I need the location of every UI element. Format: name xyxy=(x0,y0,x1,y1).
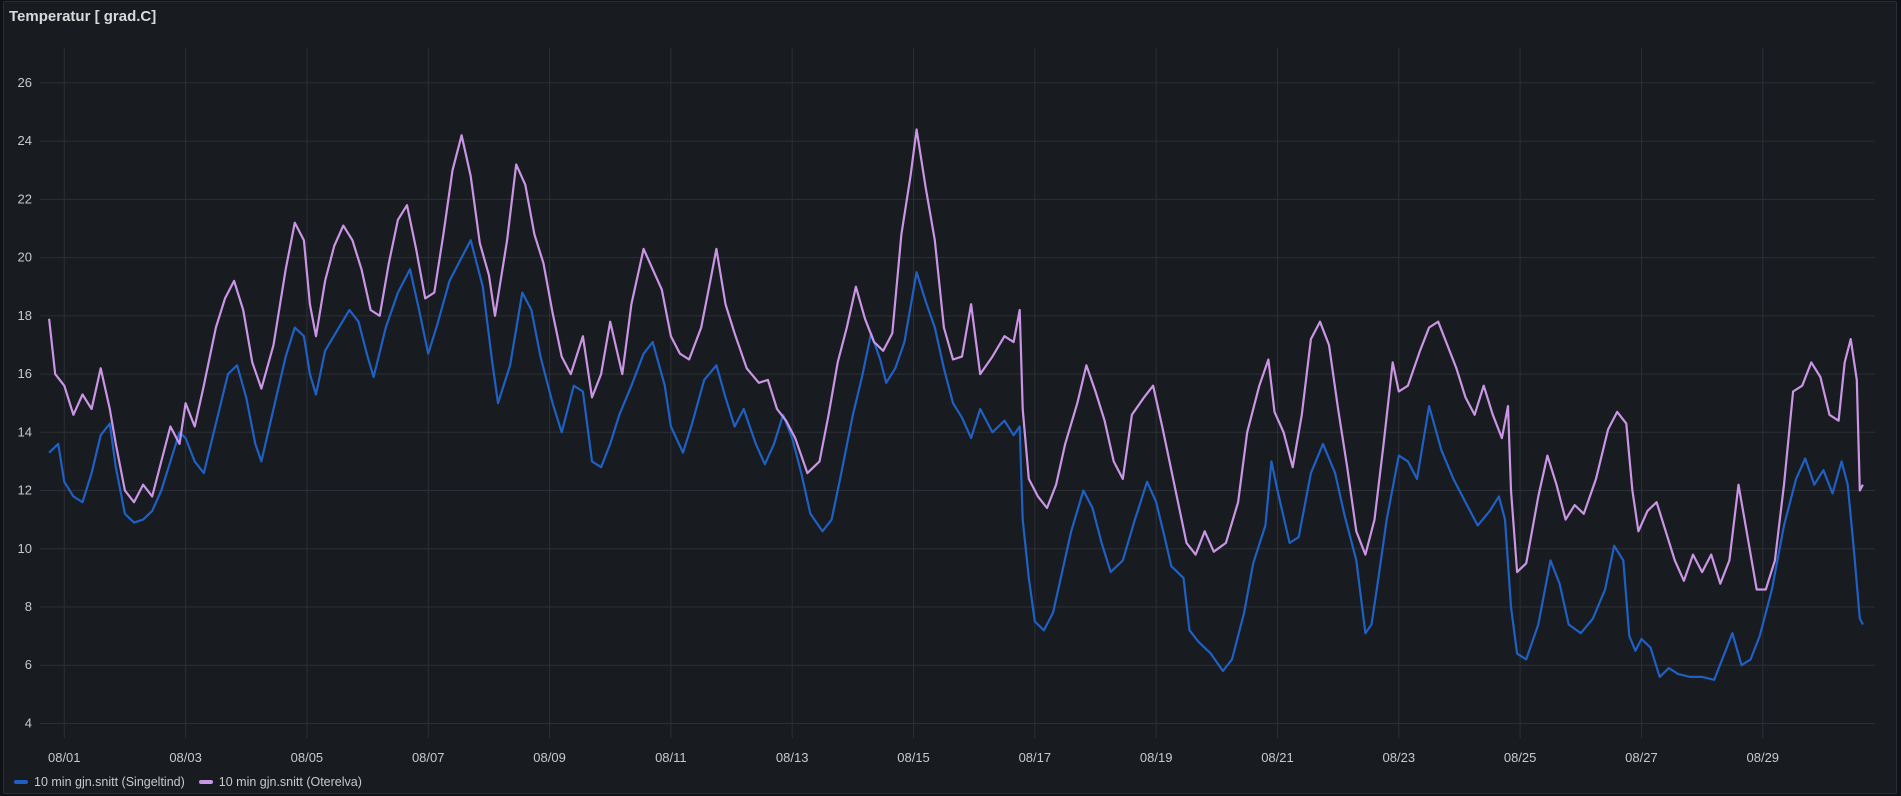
y-tick-label: 10 xyxy=(18,541,32,556)
y-tick-label: 22 xyxy=(18,191,32,206)
x-tick-label: 08/25 xyxy=(1504,750,1537,765)
y-tick-label: 26 xyxy=(18,75,32,90)
y-tick-label: 20 xyxy=(18,250,32,265)
x-tick-label: 08/11 xyxy=(655,750,687,765)
series-line-1[interactable] xyxy=(48,128,1864,591)
x-axis-ticks: 08/01 08/03 08/05 08/07 08/09 08/11 08/13 08/15… xyxy=(48,750,1779,765)
chart-panel xyxy=(3,1,1897,794)
y-tick-label: 14 xyxy=(18,424,32,439)
panel-title: Temperatur [ grad.C] xyxy=(9,8,157,25)
x-tick-label: 08/05 xyxy=(291,750,324,765)
legend-label: 10 min gjn.snitt (Oterelva) xyxy=(218,775,362,789)
x-tick-label: 08/27 xyxy=(1625,750,1658,765)
x-tick-label: 08/01 xyxy=(48,750,81,765)
x-tick-label: 08/13 xyxy=(776,750,809,765)
x-tick-label: 08/07 xyxy=(412,750,445,765)
y-tick-label: 6 xyxy=(25,657,32,672)
y-tick-label: 8 xyxy=(25,599,32,614)
y-tick-label: 24 xyxy=(18,133,32,148)
x-tick-label: 08/29 xyxy=(1747,750,1780,765)
y-tick-label: 12 xyxy=(18,483,32,498)
y-tick-label: 4 xyxy=(25,715,32,730)
y-tick-label: 16 xyxy=(18,366,32,381)
x-tick-label: 08/19 xyxy=(1140,750,1173,765)
legend-item-oterelva[interactable]: 10 min gjn.snitt (Oterelva) xyxy=(198,775,362,789)
legend: 10 min gjn.snitt (Singeltind) 10 min gjn… xyxy=(14,775,362,789)
series-line-0[interactable] xyxy=(48,239,1864,681)
x-tick-label: 08/03 xyxy=(169,750,202,765)
legend-swatch xyxy=(198,780,213,784)
legend-item-singeltind[interactable]: 10 min gjn.snitt (Singeltind) xyxy=(14,775,185,789)
legend-swatch xyxy=(14,780,28,784)
x-tick-label: 08/23 xyxy=(1383,750,1416,765)
grid-lines xyxy=(40,48,1875,738)
x-tick-label: 08/17 xyxy=(1019,750,1052,765)
x-tick-label: 08/09 xyxy=(533,750,566,765)
y-axis-ticks: 4 6 8 10 12 14 16 18 20 22 24 26 xyxy=(18,75,32,731)
y-tick-label: 18 xyxy=(18,308,32,323)
x-tick-label: 08/21 xyxy=(1261,750,1294,765)
legend-label: 10 min gjn.snitt (Singeltind) xyxy=(34,775,185,789)
x-tick-label: 08/15 xyxy=(897,750,930,765)
series-lines xyxy=(48,128,1864,681)
